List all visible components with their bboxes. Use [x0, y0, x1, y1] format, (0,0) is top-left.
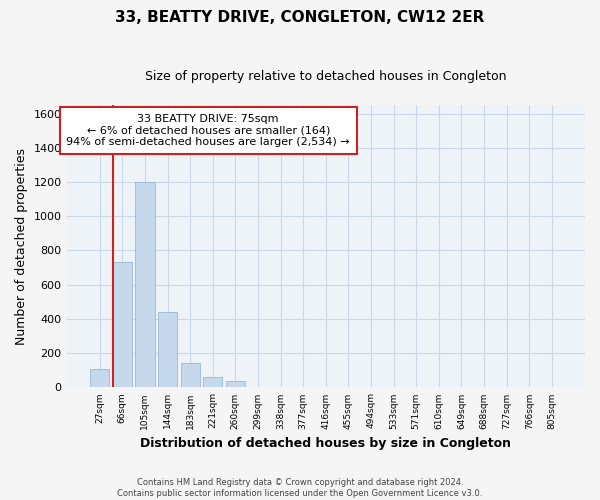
Text: Contains HM Land Registry data © Crown copyright and database right 2024.
Contai: Contains HM Land Registry data © Crown c…	[118, 478, 482, 498]
Bar	[136, 182, 155, 388]
X-axis label: Distribution of detached houses by size in Congleton: Distribution of detached houses by size …	[140, 437, 511, 450]
Y-axis label: Number of detached properties: Number of detached properties	[15, 148, 28, 344]
Bar	[158, 312, 177, 388]
Bar	[226, 382, 245, 388]
Bar	[181, 362, 200, 388]
Text: 33 BEATTY DRIVE: 75sqm  
← 6% of detached houses are smaller (164)
94% of semi-d: 33 BEATTY DRIVE: 75sqm ← 6% of detached …	[67, 114, 350, 148]
Bar	[90, 368, 109, 388]
Bar	[113, 262, 132, 388]
Bar	[203, 377, 223, 388]
Title: Size of property relative to detached houses in Congleton: Size of property relative to detached ho…	[145, 70, 506, 83]
Text: 33, BEATTY DRIVE, CONGLETON, CW12 2ER: 33, BEATTY DRIVE, CONGLETON, CW12 2ER	[115, 10, 485, 25]
